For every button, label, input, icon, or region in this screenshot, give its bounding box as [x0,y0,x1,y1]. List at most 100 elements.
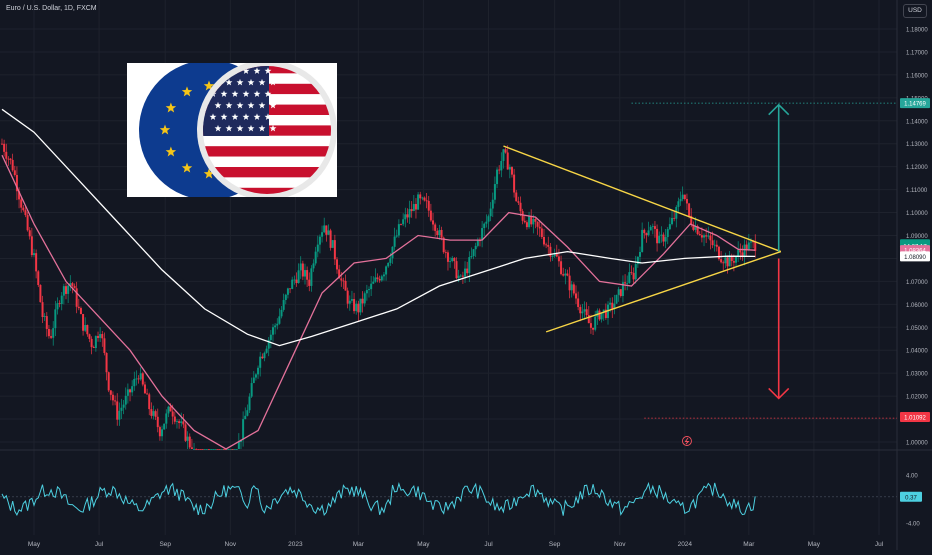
candle-body [237,441,240,449]
us-star [225,124,233,132]
candle-body [99,334,102,338]
candle-body [105,352,108,373]
candle-body [289,288,292,290]
candle-body [41,302,44,318]
candle-body [387,262,390,267]
candle-body [197,449,200,450]
candle-body [724,257,727,264]
candle-body [577,298,580,307]
candle-body [449,260,452,262]
candle-body [417,194,420,210]
candle-body [267,339,270,349]
x-tick-label: May [808,541,821,548]
candle-body [717,246,720,260]
candle-body [662,234,665,242]
candle-body [564,273,567,276]
candle-body [656,228,659,244]
candle-body [737,250,740,257]
triangle-lower-trendline [545,250,782,333]
price-label-bg [900,411,930,422]
candle-body [553,253,556,257]
price-label: 1.08090 [900,251,930,262]
candle-body [436,230,439,235]
candle-body [673,217,676,219]
candle-body [464,268,467,277]
candle-body [621,282,624,297]
y-tick-label: 1.13000 [906,142,928,148]
candle-body [523,220,526,223]
us-star [231,90,239,97]
candle-body [747,242,750,251]
candle-body [570,284,573,291]
triangle-upper-trendline [503,145,782,253]
candle-body [423,197,426,201]
candle-body [139,373,142,380]
candle-body [67,285,70,294]
y-tick-label: 1.11000 [906,188,928,194]
candle-body [201,449,204,450]
candle-body [739,250,742,253]
candle-body [453,257,456,262]
candle-body [703,235,706,238]
candle-body [508,167,511,170]
candle-body [414,203,417,210]
candle-body [382,274,385,277]
candle-body [540,228,543,237]
candle-body [118,410,121,420]
candle-body [455,261,458,279]
candle-body [700,235,703,238]
candle-body [626,282,629,284]
candle-body [470,256,473,258]
candle-body [538,226,541,229]
candle-body [611,302,614,309]
candle-body [666,229,669,238]
candle-body [594,316,597,330]
candle-body [124,395,127,405]
us-star [214,101,222,109]
candle-body [664,237,667,242]
candle-body [679,199,682,202]
candle-body [329,230,332,248]
candle-body [303,270,306,277]
candle-body [493,184,496,200]
candle-body [385,266,388,275]
candle-body [438,229,441,235]
candle-body [188,436,191,448]
candle-body [346,290,349,304]
us-stripe [203,135,331,147]
candle-body [698,234,701,236]
candle-body [446,252,449,262]
candle-body [242,419,245,440]
price-label: 1.14769 [900,98,930,109]
candle-body [26,215,29,231]
candle-body [301,263,304,277]
candle-body [500,160,503,171]
candle-body [658,235,661,244]
candle-body [0,143,3,145]
y-tick-label: 1.12000 [906,165,928,171]
candle-body [269,334,272,340]
candle-body [207,449,210,450]
candles [0,138,757,450]
candle-body [630,272,633,273]
candle-body [94,336,97,349]
candle-body [728,257,731,267]
candle-body [715,244,718,247]
candle-body [205,449,208,450]
currency-badge[interactable]: USD [903,4,927,18]
candle-body [720,259,723,263]
candle-body [483,223,486,229]
candle-body [13,170,16,176]
candle-body [609,302,612,305]
candle-body [732,261,735,263]
candle-body [45,316,48,329]
candle-body [705,235,708,237]
us-stripe [203,187,331,194]
candle-body [88,334,91,339]
candle-body [587,315,590,324]
candle-body [496,169,499,185]
candle-body [60,295,63,305]
us-star [253,67,261,74]
candle-body [344,280,347,291]
candle-body [92,347,95,349]
